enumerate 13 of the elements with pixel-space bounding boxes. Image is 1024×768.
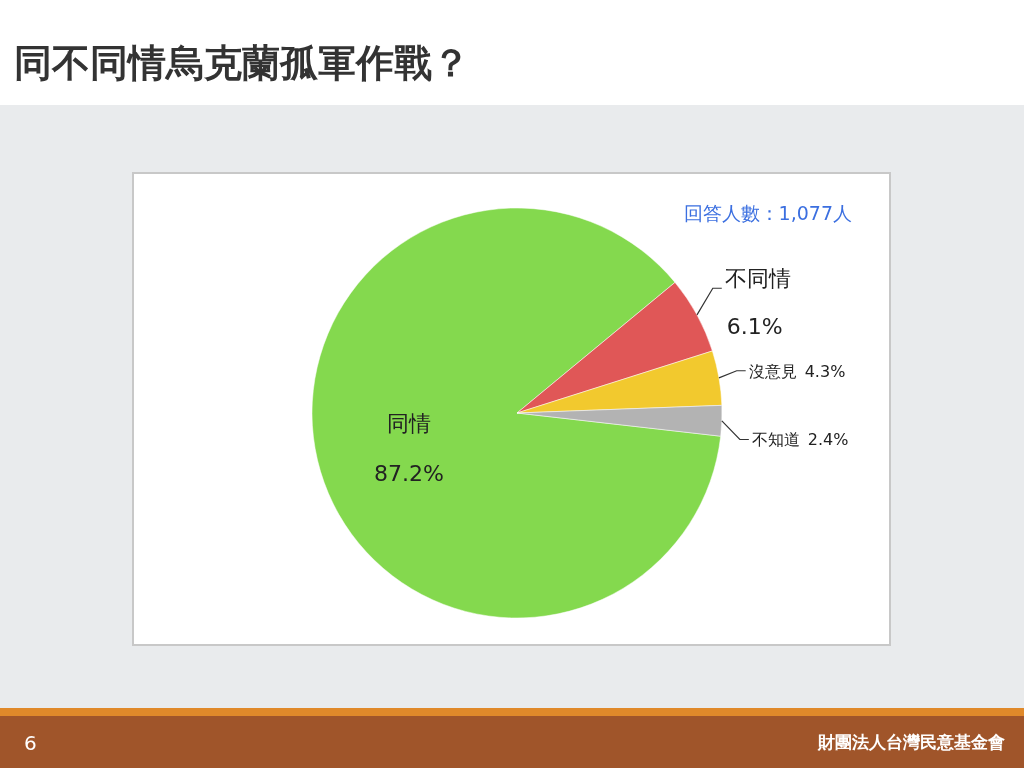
slice-label: 同情 [386,411,431,437]
slice-label: 不同情 [724,266,791,292]
data-label: 4.3% [804,361,846,381]
pie-slice [311,207,721,618]
data-label: 2.4% [807,430,849,450]
text: 回答人數：1,077人 [683,202,852,224]
chart-title: 同不同情烏克蘭孤軍作戰？ [14,41,470,85]
slice-label: 沒意見 [748,361,797,381]
data-label: 6.1% [726,314,783,340]
text: 財團法人台灣民意基金會 [817,732,1005,752]
slice-label: 不知道 [751,430,800,450]
data-label: 87.2% [373,461,444,487]
text: 6 [24,731,37,755]
